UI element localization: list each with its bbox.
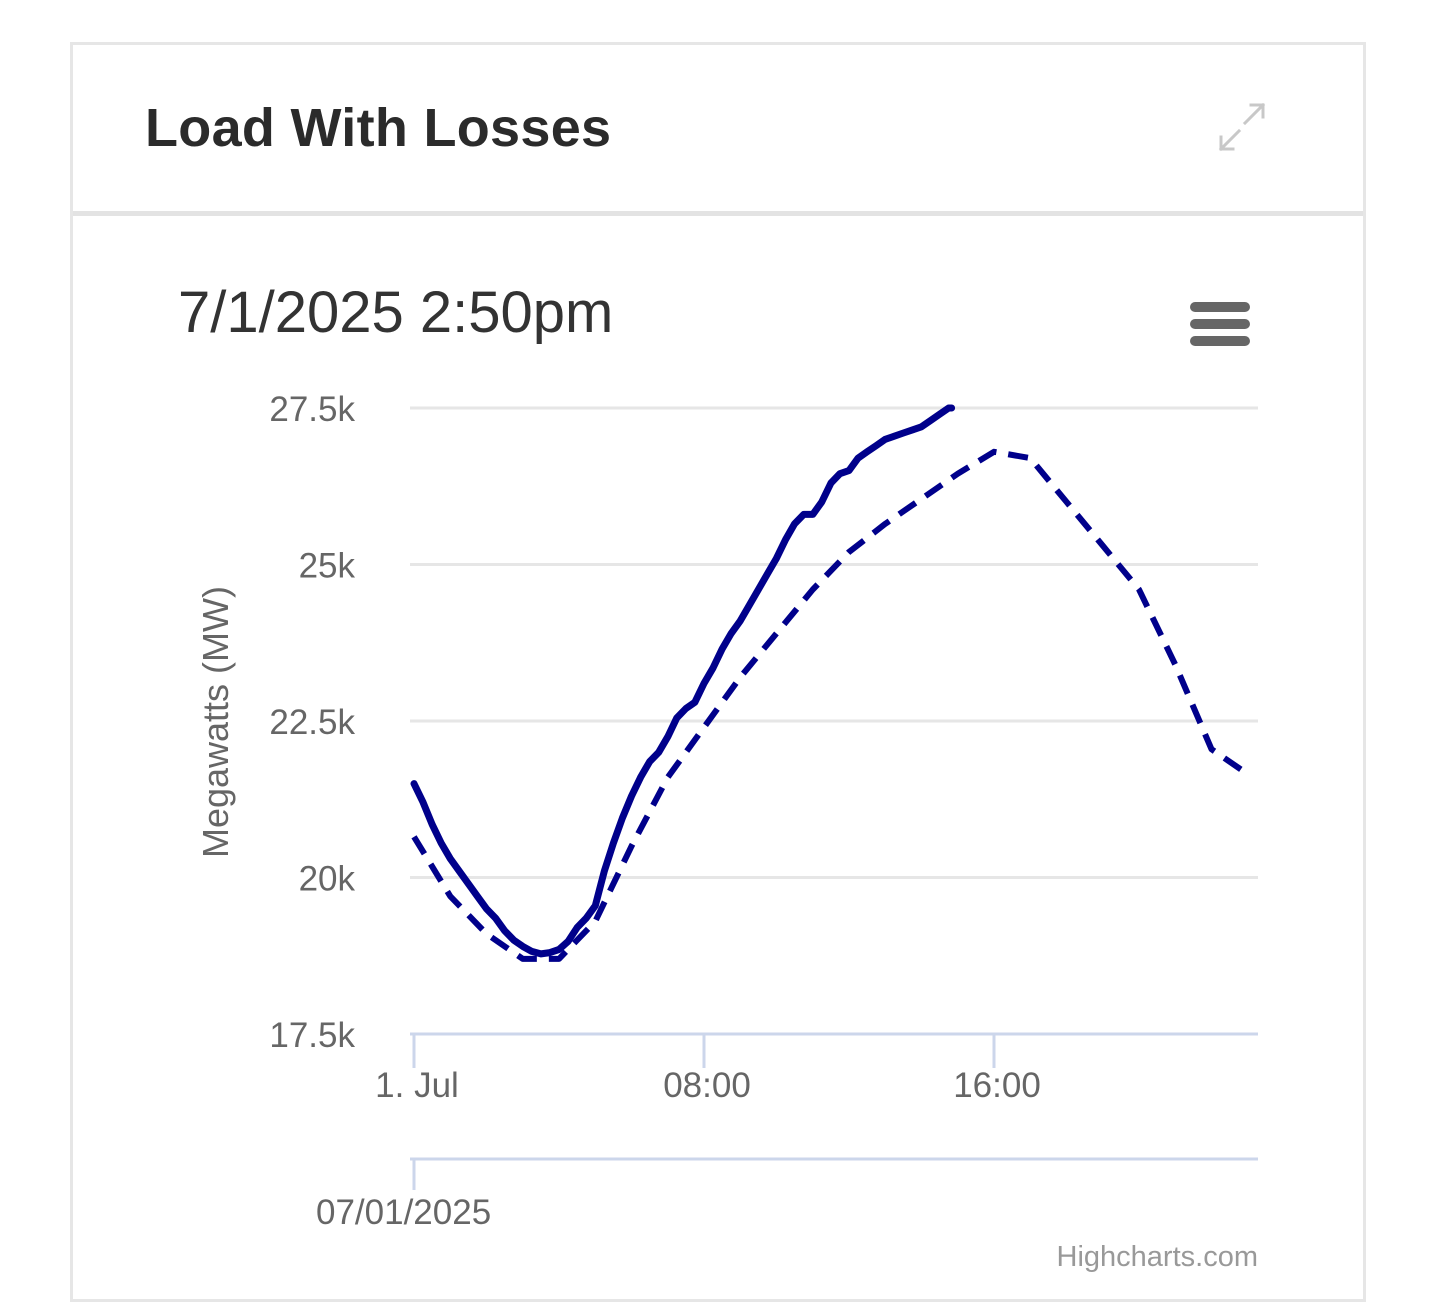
x-tick-label: 08:00	[663, 1066, 751, 1105]
credits-link[interactable]: Highcharts.com	[1057, 1241, 1258, 1273]
y-axis-ticks: 17.5k 20k 22.5k 25k 27.5k	[269, 390, 355, 1055]
series-group	[410, 404, 1250, 962]
x-tick-label: 1. Jul	[375, 1066, 459, 1105]
load-chart: 7/1/2025 2:50pm Megawatts (MW) 17.5k 20k 2…	[178, 280, 1258, 1273]
y-tick-label: 17.5k	[269, 1016, 355, 1055]
navigator-date-label: 07/01/2025	[316, 1193, 491, 1232]
chart-card: Load With Losses	[70, 42, 1366, 1302]
grid-lines	[410, 406, 1258, 879]
y-tick-label: 20k	[299, 860, 356, 899]
chart-svg: 7/1/2025 2:50pm Megawatts (MW) 17.5k 20k 2…	[178, 280, 1258, 1273]
chart-title: 7/1/2025 2:50pm	[178, 280, 613, 345]
expand-arrows-icon[interactable]	[1215, 101, 1269, 155]
y-tick-label: 27.5k	[269, 390, 355, 429]
y-tick-label: 25k	[299, 547, 356, 586]
hamburger-menu-icon[interactable]	[1188, 295, 1252, 355]
navigator[interactable]	[410, 1157, 1258, 1190]
actual-series-line	[410, 404, 956, 958]
x-axis: 1. Jul 08:00 16:00	[375, 1032, 1258, 1105]
y-axis-title: Megawatts (MW)	[195, 586, 236, 858]
forecast-series-line	[411, 448, 1250, 962]
card-title: Load With Losses	[145, 98, 612, 158]
card-header: Load With Losses	[73, 45, 1363, 216]
y-tick-label: 22.5k	[269, 703, 355, 742]
x-tick-label: 16:00	[953, 1066, 1041, 1105]
